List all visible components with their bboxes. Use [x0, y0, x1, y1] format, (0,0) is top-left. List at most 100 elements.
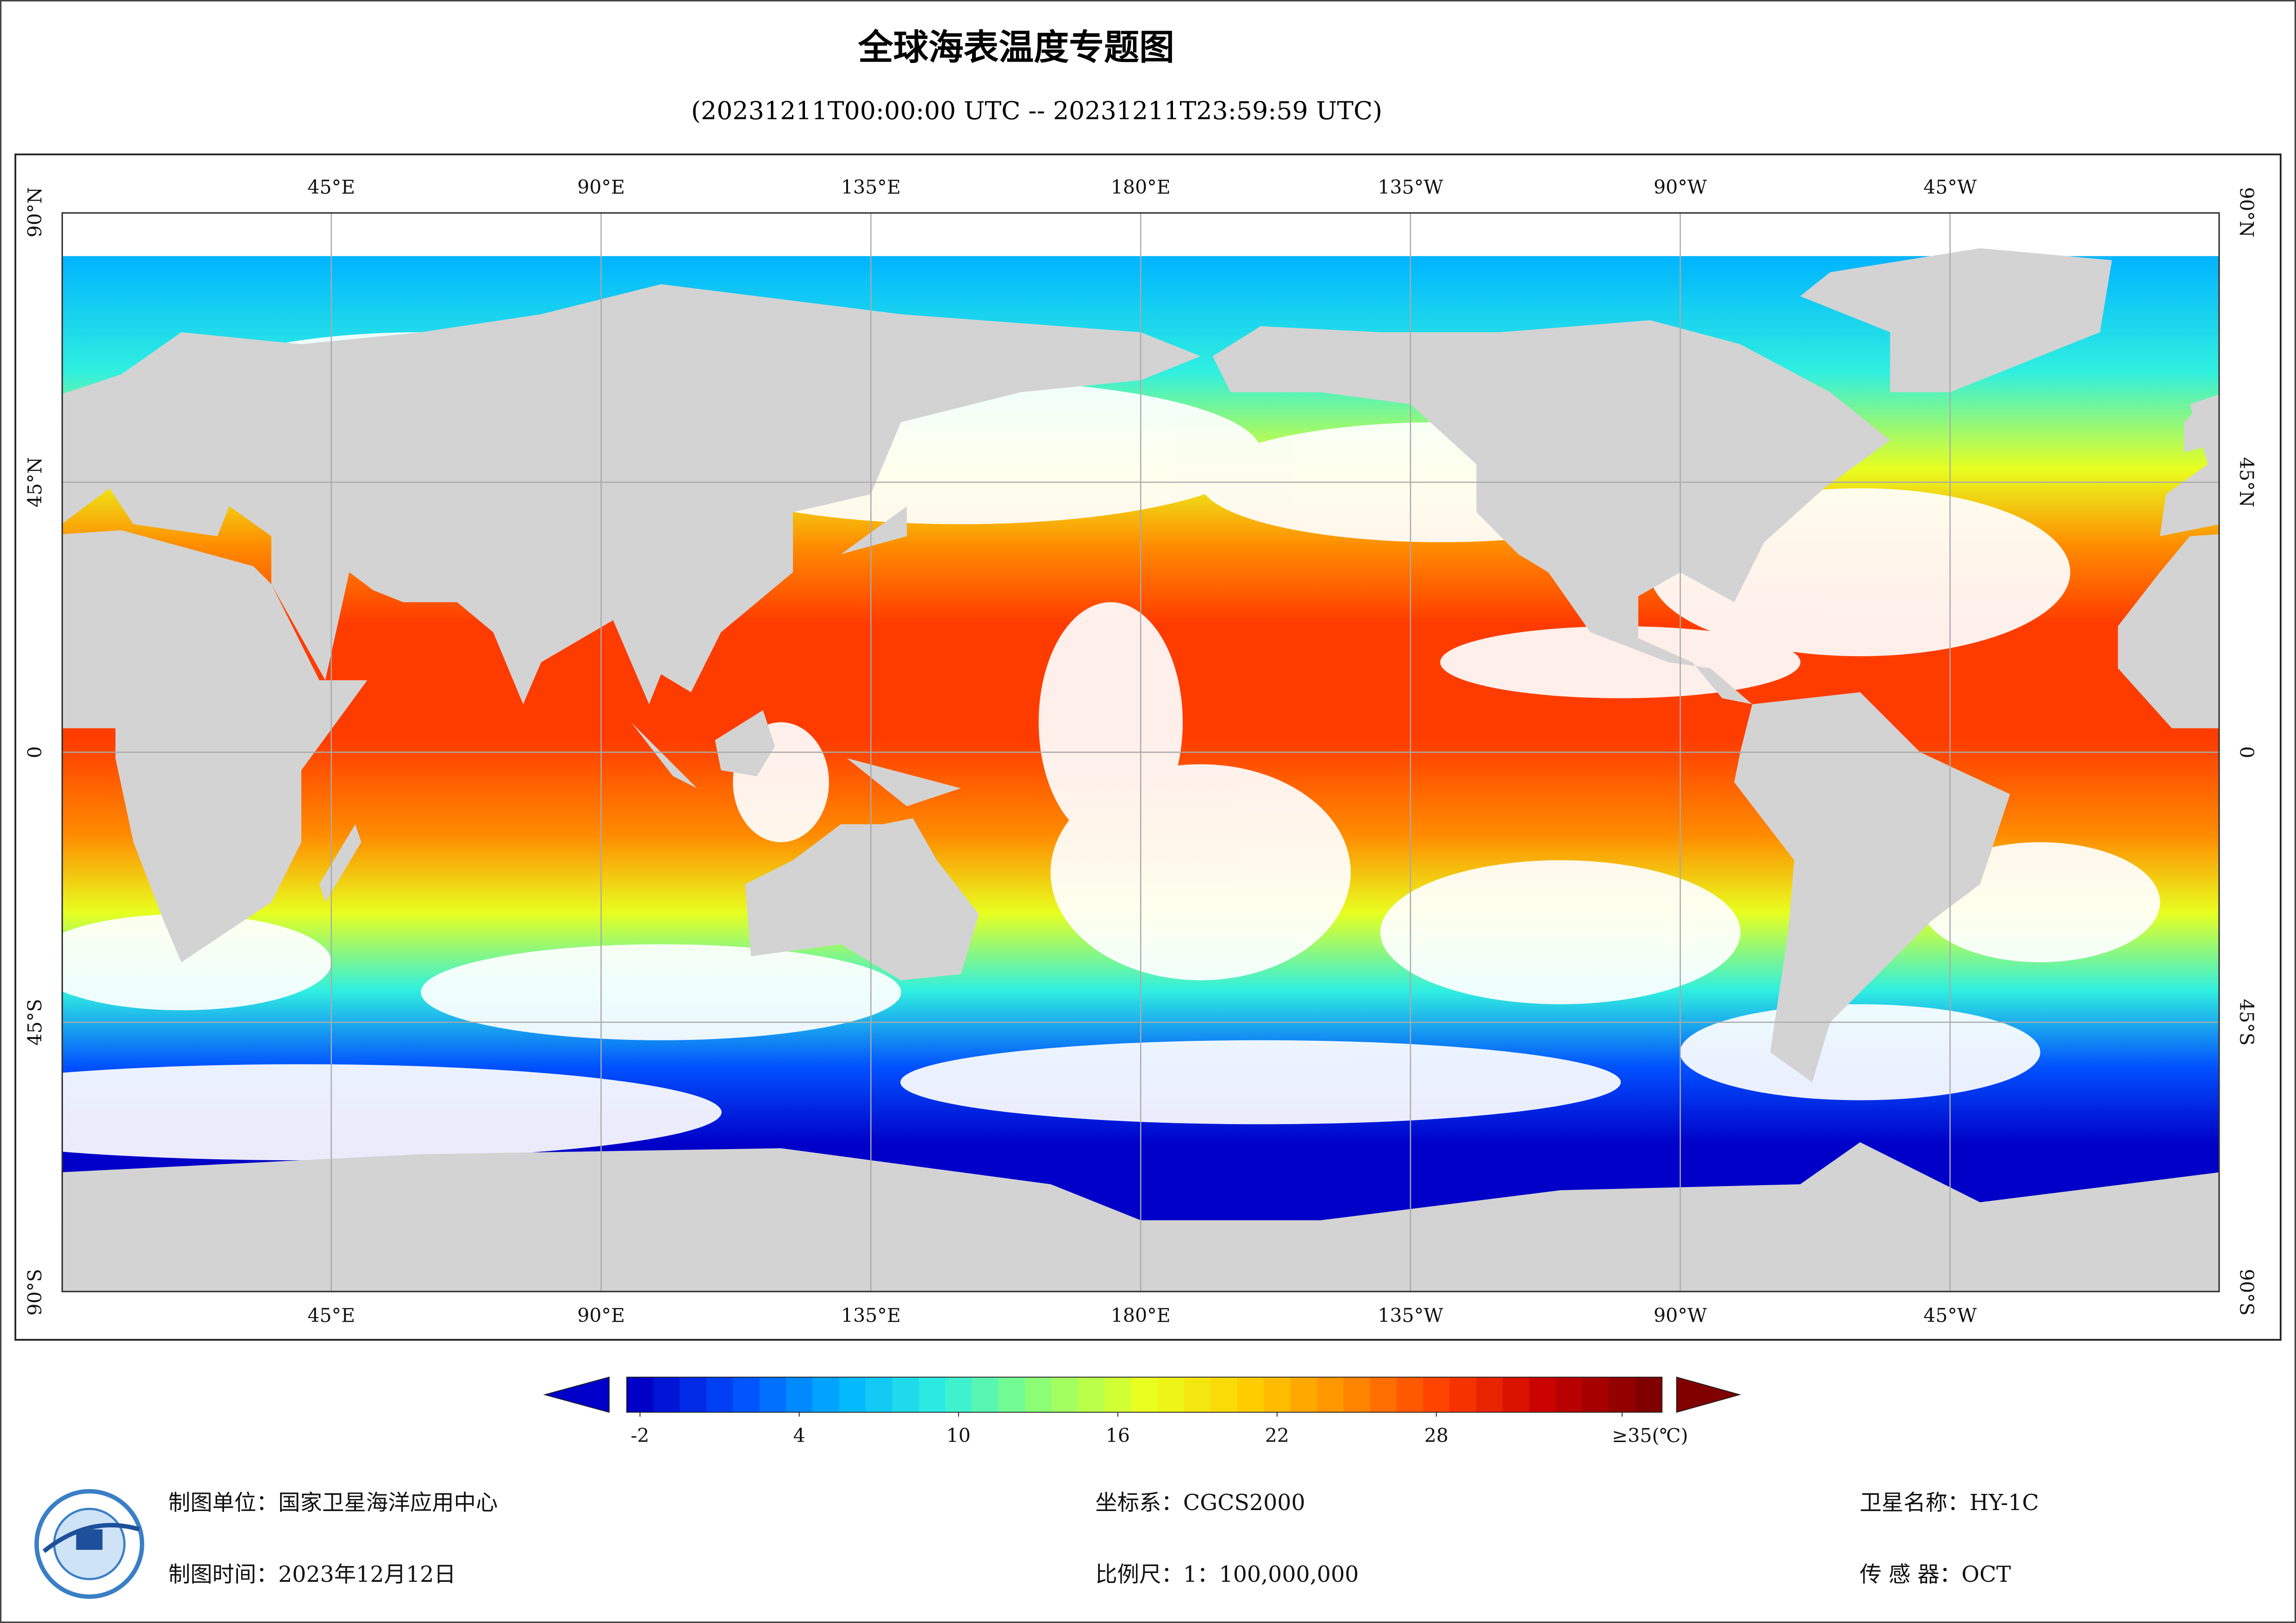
colorbar-cell — [1210, 1377, 1238, 1412]
landmass — [715, 710, 775, 777]
cloud — [61, 1064, 722, 1161]
colorbar-cell — [892, 1377, 919, 1412]
axis-labels: 45°E 45°E 90°E 90°E 135°E 135°E 180°E 180°E 135°… — [24, 176, 2258, 1326]
landmass — [1734, 692, 2010, 1082]
colorbar-cell — [733, 1377, 760, 1412]
colorbar-cell — [1051, 1377, 1079, 1412]
footer-crs: 坐标系：CGCS2000 — [1095, 1490, 1305, 1516]
colorbar-cell — [1582, 1377, 1610, 1412]
colorbar-cell — [680, 1377, 707, 1412]
colorbar-over — [1676, 1376, 1741, 1413]
landmass — [1800, 248, 2112, 392]
colorbar-tick-label: 4 — [793, 1424, 805, 1447]
graticule — [61, 212, 2220, 1293]
colorbar-cell — [759, 1377, 786, 1412]
lat-label-left: 90°N — [24, 187, 46, 237]
lat-label-left: 45°N — [24, 457, 46, 508]
landmass — [61, 530, 368, 963]
landmass — [61, 284, 1201, 704]
cloud — [1038, 602, 1183, 842]
colorbar-cell — [1104, 1377, 1132, 1412]
lat-label-left: 90°S — [24, 1269, 46, 1316]
colorbar-cell — [626, 1377, 654, 1412]
lon-label-bottom: 45°W — [1923, 1305, 1977, 1327]
colorbar-cell — [865, 1377, 893, 1412]
colorbar-cell — [1476, 1377, 1504, 1412]
landmass — [61, 426, 74, 443]
map-frame — [14, 153, 2282, 1341]
colorbar-cell — [918, 1377, 946, 1412]
cloud — [61, 914, 332, 1010]
colorbar-tick-label: -2 — [631, 1424, 649, 1447]
lon-label-bottom: 135°E — [841, 1305, 901, 1327]
colorbar-cell — [1264, 1377, 1291, 1412]
colorbar-tick-label: 28 — [1424, 1424, 1448, 1447]
cloud — [900, 1040, 1621, 1125]
landmass — [2184, 404, 2220, 453]
colorbar-cell — [1078, 1377, 1105, 1412]
colorbar-cell — [972, 1377, 999, 1412]
colorbar-tick-label: 10 — [947, 1424, 971, 1447]
colorbar-under — [543, 1376, 610, 1413]
lat-label-left: 45°S — [24, 999, 46, 1045]
colorbar-cell — [1423, 1377, 1450, 1412]
landmass — [2118, 534, 2220, 728]
map — [61, 212, 2220, 1293]
colorbar-cell — [1529, 1377, 1556, 1412]
colorbar-cell — [1635, 1377, 1663, 1412]
lon-label-top: 180°E — [1111, 176, 1171, 198]
colorbar-cell — [1343, 1377, 1371, 1412]
colorbar-cell — [1396, 1377, 1424, 1412]
lon-label-bottom: 180°E — [1111, 1305, 1171, 1327]
cloud — [1380, 860, 1741, 1004]
lat-label-right: 0 — [2235, 746, 2258, 758]
landmass — [319, 824, 362, 902]
footer-scale: 比例尺：1：100,000,000 — [1095, 1562, 1359, 1587]
lon-label-top: 45°W — [1923, 176, 1977, 198]
colorbar-cell — [653, 1377, 680, 1412]
colorbar-cell — [1237, 1377, 1265, 1412]
colorbar-cell — [945, 1377, 973, 1412]
subtitle: (20231211T00:00:00 UTC -- 20231211T23:59… — [691, 96, 1382, 125]
footer-date: 制图时间：2023年12月12日 — [168, 1562, 456, 1587]
colorbar-cell — [1555, 1377, 1583, 1412]
lon-label-bottom: 90°E — [577, 1305, 625, 1327]
colorbar-cell — [1157, 1377, 1185, 1412]
footer-unit: 制图单位：国家卫星海洋应用中心 — [168, 1490, 498, 1516]
colorbar-tick-label: ≥35(℃) — [1612, 1424, 1688, 1447]
colorbar-cell — [839, 1377, 866, 1412]
lon-label-bottom: 90°W — [1653, 1305, 1707, 1327]
colorbar-cell — [1370, 1377, 1397, 1412]
title: 全球海表温度专题图 — [858, 27, 1174, 68]
lon-label-bottom: 135°W — [1378, 1305, 1443, 1327]
landmass — [1212, 320, 1890, 704]
lon-label-top: 135°E — [841, 176, 901, 198]
colorbar-tick-label: 22 — [1265, 1424, 1289, 1447]
lon-label-bottom: 45°E — [307, 1305, 355, 1327]
lat-label-right: 45°S — [2235, 999, 2258, 1045]
colorbar: -2 4 10 16 22 28 ≥35(℃) — [543, 1376, 1741, 1447]
lon-label-top: 90°W — [1653, 176, 1707, 198]
lat-label-right: 90°N — [2235, 187, 2258, 237]
lat-label-right: 45°N — [2235, 457, 2258, 508]
colorbar-border — [626, 1376, 1663, 1413]
logo — [34, 1489, 144, 1599]
landmass — [847, 758, 961, 807]
lon-label-top: 90°E — [577, 176, 625, 198]
lon-label-top: 135°W — [1378, 176, 1443, 198]
colorbar-cell — [1184, 1377, 1211, 1412]
colorbar-cell — [1503, 1377, 1530, 1412]
colorbar-cell — [812, 1377, 840, 1412]
colorbar-cell — [1290, 1377, 1317, 1412]
footer-satellite: 卫星名称：HY-1C — [1859, 1490, 2039, 1516]
colorbar-cell — [706, 1377, 734, 1412]
cloud — [421, 944, 901, 1040]
colorbar-cell — [786, 1377, 813, 1412]
footer-sensor: 传 感 器：OCT — [1859, 1562, 2011, 1587]
lat-label-left: 0 — [24, 746, 46, 758]
colorbar-cell — [998, 1377, 1025, 1412]
lon-label-top: 45°E — [307, 176, 355, 198]
landmass — [745, 818, 979, 981]
colorbar-cell — [1025, 1377, 1052, 1412]
cloud — [1680, 1004, 2040, 1101]
